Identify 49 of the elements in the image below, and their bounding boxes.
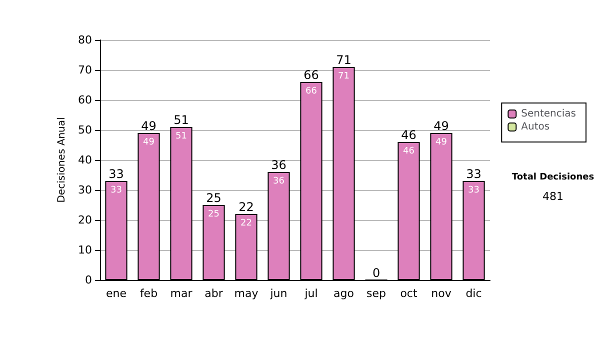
x-tick-label: dic (466, 287, 482, 300)
legend-label: Autos (521, 122, 550, 132)
data-label: 33 (468, 186, 480, 196)
y-axis-title: Decisiones Anual (56, 117, 68, 203)
data-label: 49 (143, 138, 155, 148)
x-tick-label: jun (269, 287, 288, 300)
data-label: 25 (208, 210, 220, 220)
y-tick-label: 40 (78, 154, 92, 166)
total-label: 49 (141, 119, 156, 133)
total-label: 33 (108, 167, 124, 181)
data-label: 46 (403, 146, 415, 156)
data-label: 66 (306, 86, 318, 96)
total-label: 0 (372, 266, 380, 280)
total-label: 36 (271, 158, 286, 172)
x-tick-label: ago (334, 287, 354, 300)
total-label: 49 (434, 119, 449, 133)
total-label: 25 (206, 191, 222, 205)
x-tick-label: nov (431, 287, 452, 300)
total-label: 33 (466, 167, 482, 181)
y-tick-label: 50 (78, 124, 92, 136)
y-tick-label: 80 (78, 34, 92, 46)
data-label: 33 (110, 186, 122, 196)
y-tick-label: 20 (78, 214, 92, 226)
y-tick-label: 60 (78, 94, 92, 106)
total-label: 66 (304, 68, 319, 82)
y-tick-label: 10 (78, 244, 92, 256)
x-tick-label: mar (170, 287, 193, 300)
total-label: 46 (401, 128, 416, 142)
x-tick-label: may (234, 287, 259, 300)
x-tick-label: sep (366, 287, 386, 300)
data-label: 71 (338, 72, 350, 82)
legend-label: Sentencias (521, 108, 576, 120)
x-tick-label: jul (304, 287, 318, 300)
data-label: 22 (240, 218, 252, 228)
y-tick-label: 70 (78, 64, 92, 76)
total-label: 51 (174, 113, 189, 127)
y-tick-label: 0 (85, 274, 92, 286)
total-label: 22 (238, 200, 254, 214)
y-tick-label: 30 (78, 184, 92, 196)
x-tick-label: oct (400, 287, 418, 300)
data-label: 49 (436, 138, 448, 148)
total-label: 71 (336, 53, 352, 67)
x-tick-label: ene (106, 287, 127, 300)
x-tick-label: abr (204, 287, 224, 300)
data-label: 36 (273, 176, 285, 186)
text: 481 (542, 190, 564, 203)
x-tick-label: feb (140, 287, 158, 300)
data-label: 51 (176, 132, 187, 142)
text: Total Decisiones (512, 172, 594, 182)
